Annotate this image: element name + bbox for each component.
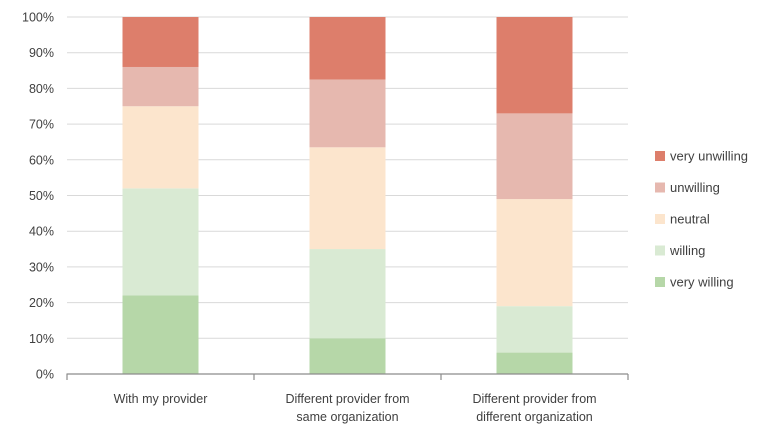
legend-label: willing bbox=[669, 243, 705, 258]
y-tick-label: 10% bbox=[29, 332, 54, 346]
bar-segment-unwilling bbox=[122, 66, 199, 107]
legend-swatch bbox=[655, 182, 665, 193]
x-category-label: Different provider from different organiz… bbox=[472, 392, 596, 424]
bar-segment-very-unwilling bbox=[122, 17, 199, 67]
y-tick-labels: 0% 10% 20% 30% 40% 50% 60% 70% 80% 90% 100% bbox=[22, 11, 54, 382]
y-tick-label: 0% bbox=[36, 368, 54, 382]
x-category-labels: With my provider Different provider from s… bbox=[114, 392, 597, 424]
bar-segment-willing bbox=[122, 188, 199, 296]
legend: very unwilling unwilling neutral willing ver… bbox=[655, 149, 748, 290]
bar-segment-neutral bbox=[122, 106, 199, 189]
y-tick-label: 80% bbox=[29, 82, 54, 96]
y-tick-label: 40% bbox=[29, 225, 54, 239]
bar-segment-very-willing bbox=[309, 338, 386, 374]
legend-swatch bbox=[655, 245, 665, 256]
y-tick-label: 50% bbox=[29, 189, 54, 203]
bar-segment-willing bbox=[496, 306, 573, 353]
y-tick-label: 30% bbox=[29, 260, 54, 274]
bar-segment-willing bbox=[309, 249, 386, 339]
x-category-label: With my provider bbox=[114, 392, 208, 406]
y-tick-label: 90% bbox=[29, 46, 54, 60]
legend-swatch bbox=[655, 277, 665, 287]
legend-label: very unwilling bbox=[670, 149, 748, 164]
legend-label: unwilling bbox=[670, 180, 720, 195]
bar-segment-very-unwilling bbox=[496, 17, 573, 114]
y-tick-label: 70% bbox=[29, 118, 54, 132]
bar-segment-very-willing bbox=[496, 352, 573, 374]
legend-label: very willing bbox=[670, 275, 734, 290]
legend-item: very unwilling bbox=[655, 149, 748, 164]
legend-swatch bbox=[655, 214, 665, 224]
bar-segment-unwilling bbox=[496, 113, 573, 200]
legend-item: unwilling bbox=[655, 180, 720, 195]
legend-item: willing bbox=[655, 243, 705, 258]
bar-segment-very-willing bbox=[122, 295, 199, 374]
y-tick-label: 20% bbox=[29, 296, 54, 310]
legend-swatch bbox=[655, 151, 665, 161]
bar-segment-neutral bbox=[309, 147, 386, 250]
legend-item: very willing bbox=[655, 275, 734, 290]
bar-segment-unwilling bbox=[309, 79, 386, 148]
axes bbox=[66, 373, 629, 380]
bars bbox=[122, 17, 573, 374]
bar-segment-neutral bbox=[496, 199, 573, 307]
bar-segment-very-unwilling bbox=[309, 17, 386, 80]
legend-label: neutral bbox=[670, 212, 710, 227]
legend-item: neutral bbox=[655, 212, 710, 227]
y-tick-label: 60% bbox=[29, 153, 54, 167]
x-category-label: Different provider from same organization bbox=[285, 392, 409, 424]
y-tick-label: 100% bbox=[22, 11, 54, 25]
